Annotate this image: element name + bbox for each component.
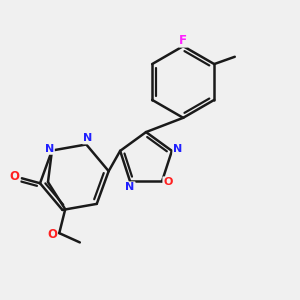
- Text: N: N: [45, 144, 54, 154]
- Text: F: F: [179, 34, 187, 47]
- Text: N: N: [83, 134, 92, 143]
- Text: N: N: [173, 144, 182, 154]
- Text: O: O: [10, 170, 20, 183]
- Text: O: O: [163, 177, 173, 187]
- Text: N: N: [125, 182, 135, 192]
- Text: O: O: [47, 228, 57, 241]
